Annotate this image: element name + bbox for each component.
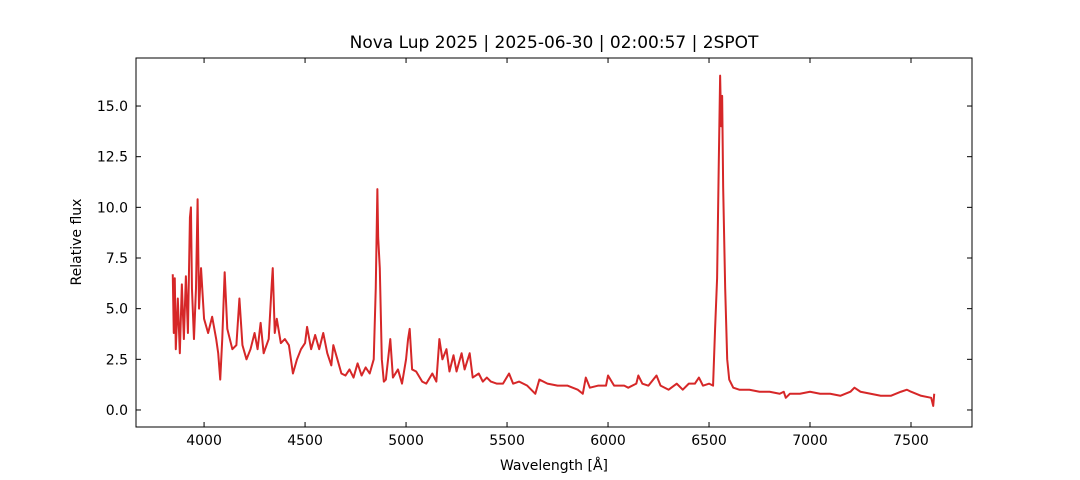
y-tick-label: 15.0 [97,99,128,115]
y-tick-label: 0.0 [106,403,128,419]
y-tick-label: 5.0 [106,302,128,318]
x-tick-label: 5500 [489,433,525,449]
x-tick-label: 7000 [792,433,828,449]
y-axis-label: Relative flux [69,199,85,286]
x-tick-label: 5000 [388,433,424,449]
chart-title: Nova Lup 2025 | 2025-06-30 | 02:00:57 | … [350,33,759,53]
x-axis-label: Wavelength [Å] [500,457,608,474]
x-tick-label: 4000 [186,433,222,449]
y-tick-label: 10.0 [97,200,128,216]
spectrum-line [171,74,936,407]
y-tick-label: 12.5 [97,150,128,166]
y-tick-label: 7.5 [106,251,128,267]
x-tick-label: 6500 [691,433,727,449]
x-tick-label: 4500 [287,433,323,449]
y-tick-label: 2.5 [106,352,128,368]
x-tick-label: 6000 [590,433,626,449]
x-tick-label: 7500 [893,433,929,449]
plot-frame [135,57,973,428]
